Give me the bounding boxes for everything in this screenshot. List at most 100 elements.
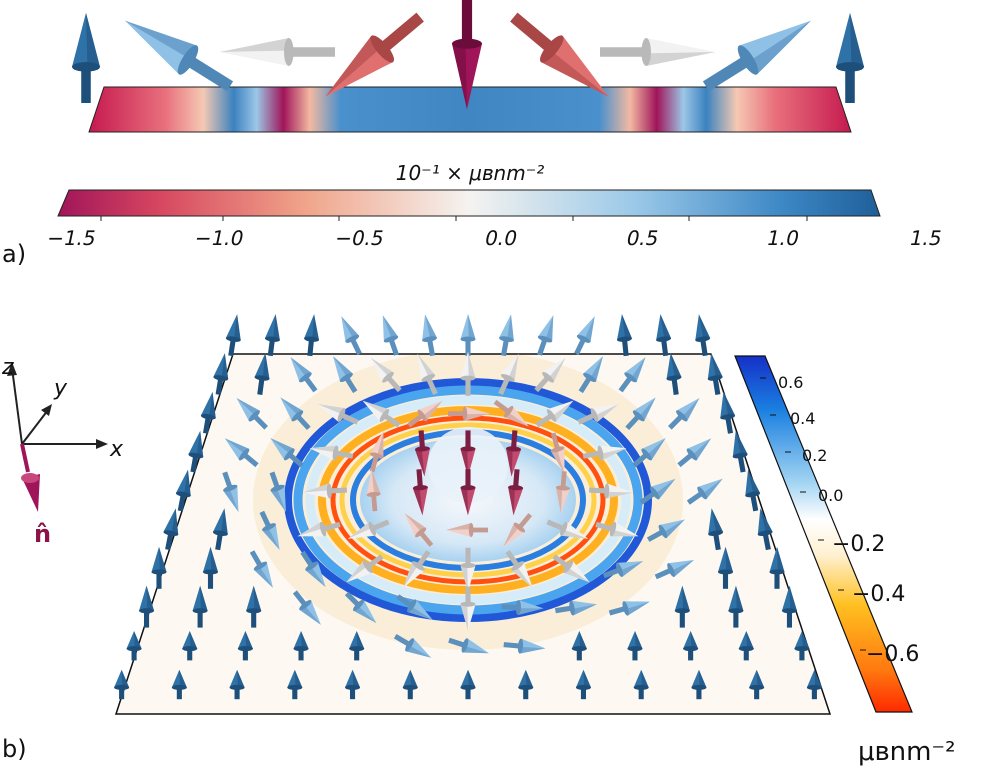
colorbar-a-tick-label: −1.0 [192, 226, 246, 250]
spin-arrow-icon [757, 508, 773, 551]
colorbar-b-tick-label: 0.0 [818, 486, 843, 505]
spin-arrow-icon [600, 38, 716, 66]
spin-arrow-icon [738, 631, 754, 661]
colorbar-b-tick-label: 0.4 [790, 409, 815, 428]
spin-arrow-icon [171, 669, 187, 700]
colorbar-b-ticks: 0.6 0.4 0.2 0.0 −0.2 −0.4 −0.6 [760, 373, 919, 667]
spin-arrow-icon [686, 478, 723, 505]
spin-arrow-icon [246, 585, 262, 628]
spin-arrow-icon [182, 631, 198, 661]
spin-arrow-icon [422, 314, 437, 357]
spin-arrow-icon [537, 315, 554, 356]
axis-y-label: y [53, 376, 68, 401]
spin-arrow-icon [264, 314, 280, 357]
spin-arrow-icon [577, 404, 619, 425]
spin-arrow-icon [582, 445, 627, 461]
colorbar-a-title: 10⁻¹ × μʙnm⁻² [396, 161, 545, 185]
spin-arrow-icon [707, 353, 723, 395]
spin-arrow-icon [412, 469, 428, 516]
spin-arrow-icon [552, 554, 590, 583]
spin-arrow-icon [668, 398, 700, 430]
spin-arrow-icon [259, 510, 280, 550]
spin-arrow-icon [346, 554, 384, 583]
spin-arrow-icon [270, 438, 304, 468]
colorbar-b-tick-label: −0.6 [866, 642, 919, 667]
spin-arrow-icon [290, 357, 318, 393]
spin-arrow-icon [212, 508, 228, 551]
spin-arrow-icon [225, 314, 241, 357]
spin-arrow-icon [666, 352, 682, 395]
spin-arrow-icon [114, 669, 130, 700]
spin-arrow-icon [292, 590, 321, 625]
spin-arrow-icon [695, 314, 711, 357]
spin-arrow-icon [506, 430, 522, 477]
spin-arrows-skyrmion [114, 314, 822, 700]
spin-arrow-icon [627, 631, 643, 661]
axis-x-label: x [109, 437, 124, 462]
colorbar-a-tick-label: −1.5 [45, 226, 99, 250]
spin-arrow-icon [575, 669, 591, 700]
spin-arrow-icon [602, 561, 644, 579]
spin-arrow-icon [362, 400, 401, 428]
spin-arrow-icon [595, 521, 639, 537]
spin-arrow-icon [749, 669, 765, 700]
spin-arrow-icon [407, 400, 443, 428]
colorbar-a-tick-label: 0.5 [624, 226, 661, 250]
spin-arrow-icon [349, 631, 365, 661]
spin-arrow-icon [213, 353, 229, 395]
spin-arrow-icon [229, 669, 245, 700]
spin-arrow-icon [393, 633, 432, 658]
colorbar-a [57, 189, 881, 217]
spin-arrow-icon [460, 430, 476, 477]
spin-arrow-icon [333, 356, 358, 394]
colorbar-b [734, 355, 913, 713]
spin-arrow-icon [632, 438, 666, 468]
spin-arrow-icon [126, 631, 142, 661]
spin-arrow-icon [200, 391, 216, 434]
spin-arrow-icon [163, 508, 179, 551]
spin-arrow-icon [370, 357, 402, 393]
spin-arrow-icon [237, 631, 253, 661]
panel-b: z y x n̂ 0.6 0.4 0.2 0.0 −0.2 −0.4 −0.6 μʙnm⁻²… [1, 314, 956, 767]
spin-arrow-icon [691, 669, 707, 700]
spin-arrow-icon [460, 669, 476, 700]
spin-arrow-icon [633, 669, 649, 700]
spin-arrow-icon [656, 314, 672, 357]
spin-arrow-icon [452, 0, 482, 110]
axis-z-label: z [1, 355, 14, 380]
spin-arrow-icon [249, 550, 273, 588]
spin-arrow-icon [341, 316, 362, 356]
spin-arrow-icon [345, 669, 361, 700]
spin-arrow-icon [269, 471, 286, 512]
spin-arrow-icon [720, 391, 736, 434]
spin-arrow-icon [510, 12, 609, 97]
colorbar-b-unit: μʙnm⁻² [858, 737, 956, 767]
spin-arrow-icon [625, 397, 656, 431]
spin-arrow-icon [460, 469, 476, 516]
colorbar-b-tick-label: 0.6 [778, 373, 803, 392]
spin-arrow-icon [448, 637, 489, 654]
colorbar-b-tick-label: −0.2 [832, 532, 885, 557]
spin-arrow-icon [794, 631, 810, 661]
spin-arrow-icon [72, 12, 100, 103]
spin-arrow-icon [304, 314, 319, 357]
spin-arrow-icon [404, 513, 434, 547]
colorbar-a-tick-label: −0.5 [333, 226, 387, 250]
spin-arrow-icon [555, 471, 570, 514]
spin-arrow-icon [382, 315, 399, 356]
spin-arrow-icon [608, 601, 650, 616]
spin-arrow-icon [493, 399, 529, 427]
spin-arrow-icon [403, 550, 431, 588]
spin-arrow-icon [325, 12, 424, 97]
spin-arrow-icon [534, 357, 566, 393]
spin-arrow-icon [769, 546, 785, 589]
spin-arrow-icon [347, 519, 390, 539]
spin-arrow-icon [402, 669, 418, 700]
spin-arrow-icon [236, 398, 268, 430]
colorbar-a-tick-label: 0.0 [483, 226, 520, 250]
n-vector-icon [22, 474, 40, 512]
spin-arrow-icon [498, 353, 519, 396]
spin-arrow-icon [677, 438, 712, 468]
